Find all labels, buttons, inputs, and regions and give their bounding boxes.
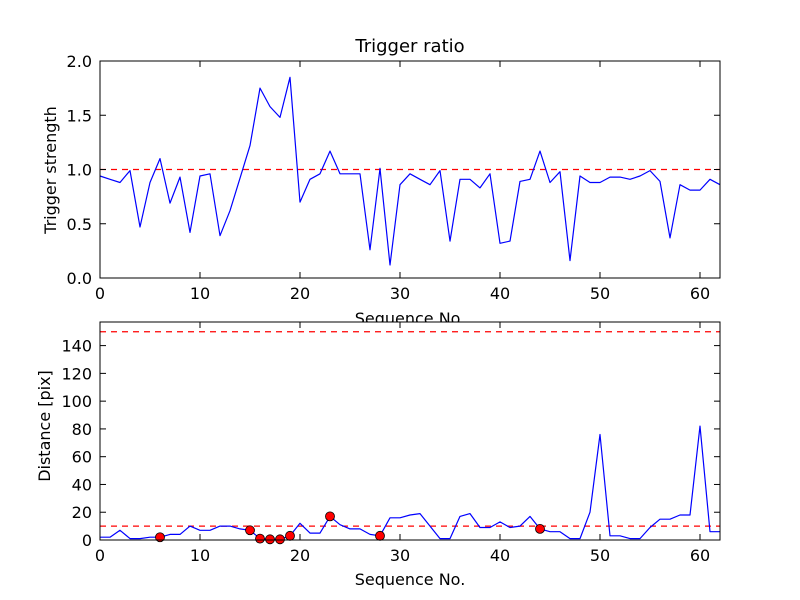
flagged-point-marker	[265, 534, 275, 545]
x-axis-label: Sequence No.	[355, 570, 466, 589]
x-tick-label: 50	[590, 284, 610, 303]
y-tick-label: 80	[72, 420, 92, 439]
x-tick-label: 0	[95, 284, 105, 303]
y-tick-label: 0	[82, 531, 92, 550]
x-tick-label: 30	[390, 546, 410, 565]
y-axis-label: Trigger strength	[41, 106, 60, 235]
x-tick-label: 0	[95, 546, 105, 565]
flagged-point-marker	[325, 511, 335, 522]
distance-plot: 0 10 20 30 40 50 60 0 20 40 60 80 100 120 140 Sequenc…	[35, 321, 721, 589]
plot-frame	[99, 321, 721, 541]
flagged-point-marker	[255, 533, 265, 544]
x-tick-label: 10	[190, 284, 210, 303]
flagged-point-marker	[275, 534, 285, 545]
y-tick-label: 100	[61, 392, 92, 411]
y-tick-label: 20	[72, 503, 92, 522]
series-line	[99, 76, 721, 266]
x-tick-label: 50	[590, 546, 610, 565]
x-tick-label: 20	[290, 546, 310, 565]
y-tick-label: 0.5	[67, 215, 92, 234]
flagged-point-marker	[375, 530, 385, 541]
x-tick-label: 20	[290, 284, 310, 303]
chart-title: Trigger ratio	[354, 36, 464, 57]
flagged-point-marker	[535, 523, 545, 534]
y-axis-label: Distance [pix]	[35, 370, 54, 482]
x-tick-label: 40	[490, 284, 510, 303]
flagged-point-marker	[155, 532, 165, 543]
x-tick-label: 40	[490, 546, 510, 565]
series-line	[100, 425, 720, 540]
y-tick-label: 1.5	[67, 106, 92, 125]
y-tick-label: 140	[61, 337, 92, 356]
flagged-point-marker	[245, 525, 255, 536]
x-tick-label: 10	[190, 546, 210, 565]
x-tick-label: 60	[690, 284, 710, 303]
flagged-point-marker	[285, 530, 295, 541]
plot-background	[100, 322, 720, 540]
x-tick-label: 30	[390, 284, 410, 303]
y-tick-label: 40	[72, 475, 92, 494]
y-tick-label: 60	[72, 448, 92, 467]
y-tick-label: 1.0	[67, 161, 92, 180]
y-tick-label: 0.0	[67, 269, 92, 288]
y-tick-label: 120	[61, 364, 92, 383]
x-tick-label: 60	[690, 546, 710, 565]
trigger-ratio-plot: Trigger ratio 0 10 20 30 40 50 60 0.0 0.5 1.0 1.5…	[41, 36, 721, 328]
y-tick-label: 2.0	[67, 52, 92, 71]
